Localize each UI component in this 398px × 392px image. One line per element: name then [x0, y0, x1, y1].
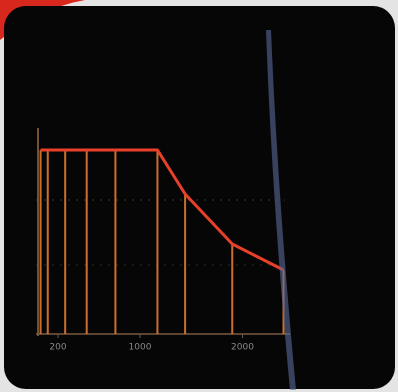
x-tick-label: 1000	[129, 343, 152, 353]
plot: 200 1000 2000	[39, 148, 285, 353]
x-tick-label: 2000	[231, 343, 254, 353]
x-tick-label: 200	[49, 343, 66, 353]
display	[4, 6, 395, 389]
glare-streak	[266, 30, 296, 390]
curve	[40, 148, 285, 272]
